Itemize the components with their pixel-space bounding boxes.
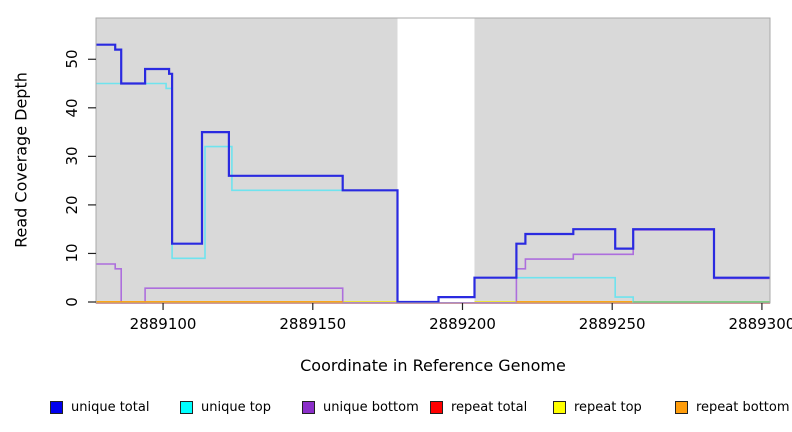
legend-label: repeat bottom [696, 399, 790, 415]
y-tick-label: 20 [63, 195, 81, 215]
y-axis-title: Read Coverage Depth [11, 72, 31, 248]
legend-swatch-repeat-top [553, 400, 566, 414]
legend-swatch-unique-top [180, 400, 193, 414]
legend-item-repeat-top: repeat top [553, 399, 642, 415]
gap-region [397, 18, 475, 303]
legend-item-repeat-bottom: repeat bottom [675, 399, 790, 415]
x-tick-label: 2889250 [578, 315, 646, 333]
legend-swatch-unique-bottom [302, 400, 315, 414]
series-unique-total [96, 43, 770, 304]
x-tick-label: 2889150 [279, 315, 347, 333]
x-tick-label: 2889100 [129, 315, 197, 333]
legend: unique total unique top unique bottom repea… [0, 399, 792, 419]
legend-label: unique bottom [323, 399, 419, 415]
legend-item-unique-bottom: unique bottom [302, 399, 419, 415]
y-tick-label: 40 [63, 98, 81, 118]
y-tick-label: 30 [63, 146, 81, 166]
y-tick-label: 0 [63, 297, 81, 307]
legend-swatch-repeat-total [430, 400, 443, 414]
y-tick-label: 50 [63, 49, 81, 69]
legend-label: repeat top [574, 399, 642, 415]
legend-item-unique-total: unique total [50, 399, 149, 415]
legend-swatch-repeat-bottom [675, 400, 688, 414]
legend-item-repeat-total: repeat total [430, 399, 527, 415]
y-tick-label: 10 [63, 243, 81, 263]
x-axis-title: Coordinate in Reference Genome [300, 356, 566, 375]
legend-label: unique top [201, 399, 272, 415]
plot-border [95, 17, 771, 304]
legend-item-unique-top: unique top [180, 399, 271, 415]
x-tick-label: 2889300 [728, 315, 792, 333]
legend-label: unique total [71, 399, 150, 415]
legend-label: repeat total [451, 399, 528, 415]
legend-swatch-unique-total [50, 400, 63, 414]
x-tick-label: 2889200 [429, 315, 496, 333]
